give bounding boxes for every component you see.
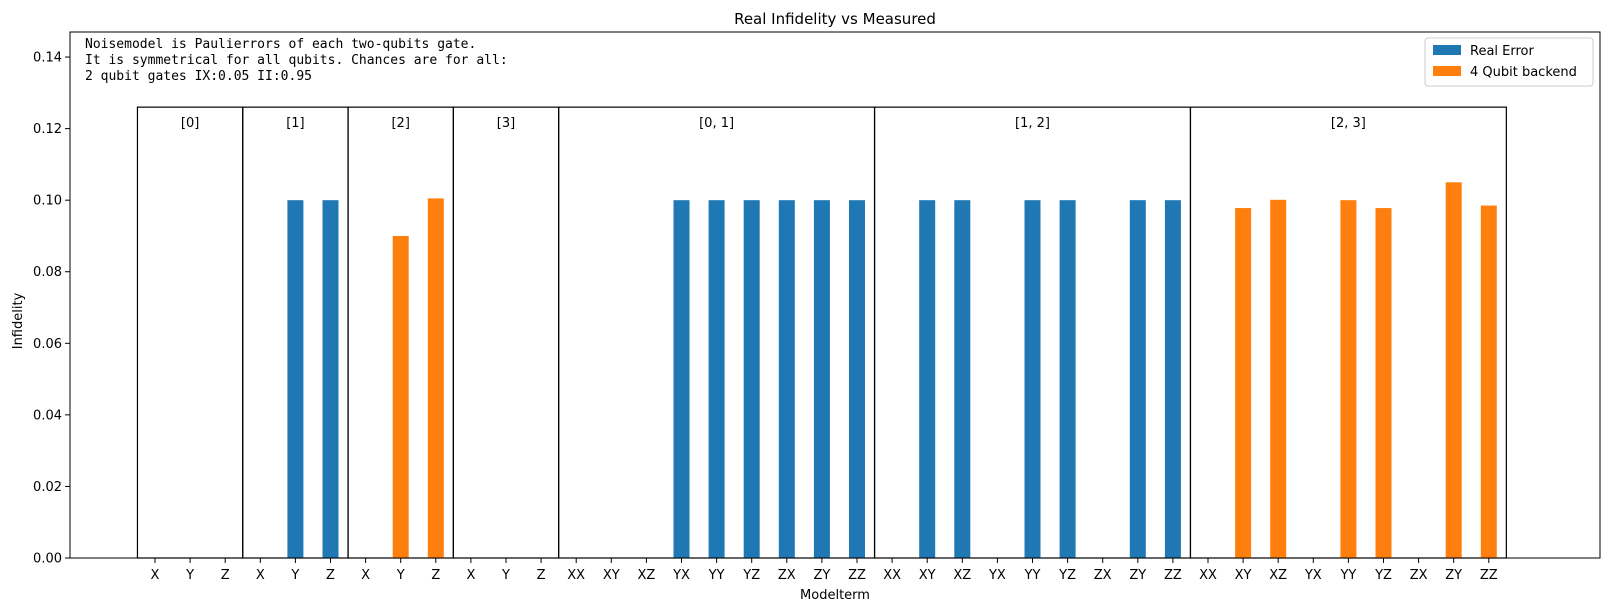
note-line-3: 2 qubit gates IX:0.05 II:0.95	[85, 69, 312, 84]
x-tick-label: ZZ	[1480, 568, 1498, 583]
bars	[287, 182, 1497, 559]
group-box	[136, 106, 244, 559]
x-tick-label: ZX	[778, 568, 796, 583]
x-tick-label: ZY	[1445, 568, 1462, 583]
x-tick-label: Y	[185, 568, 194, 583]
bar-real-error	[743, 200, 760, 558]
x-tick-label: X	[466, 568, 475, 583]
bar-real-error	[673, 200, 690, 558]
x-tick-label: Y	[290, 568, 299, 583]
x-tick-label: Z	[326, 568, 335, 583]
group-box	[452, 106, 560, 559]
y-tick-label: 0.00	[33, 552, 62, 567]
note-line-2: It is symmetrical for all qubits. Chance…	[85, 53, 508, 68]
x-tick-label: YZ	[742, 568, 760, 583]
x-tick-label: ZY	[1129, 568, 1146, 583]
legend-box	[1424, 37, 1594, 87]
bar-backend	[1235, 208, 1252, 558]
bar-real-error	[1164, 200, 1181, 558]
bar-backend	[1270, 199, 1287, 559]
bar-real-error	[322, 200, 339, 558]
bar-real-error	[919, 200, 936, 558]
y-tick-label: 0.12	[33, 122, 62, 137]
x-tick-label: ZX	[1094, 568, 1112, 583]
x-tick-label: XX	[567, 568, 585, 583]
note-line-1: Noisemodel is Paulierrors of each two-qu…	[85, 37, 476, 52]
x-tick-label: XY	[603, 568, 620, 583]
bar-real-error	[1059, 200, 1076, 558]
x-tick-label: X	[361, 568, 370, 583]
x-tick-label: YZ	[1058, 568, 1076, 583]
y-tick-label: 0.04	[33, 408, 62, 423]
bar-backend	[1375, 208, 1392, 558]
bar-real-error	[287, 200, 304, 558]
x-tick-label: X	[151, 568, 160, 583]
x-tick-label: Z	[537, 568, 546, 583]
group-label: [1, 2]	[1015, 116, 1050, 131]
x-tick-label: YY	[1339, 568, 1356, 583]
bar-backend	[1480, 205, 1497, 558]
x-tick-label: XZ	[1269, 568, 1287, 583]
legend: Real Error 4 Qubit backend	[1424, 37, 1594, 87]
chart-title: Real Infidelity vs Measured	[734, 10, 936, 28]
x-tick-label: XZ	[953, 568, 971, 583]
x-tick-label: YX	[1304, 568, 1322, 583]
bar-backend	[392, 235, 409, 559]
group-label: [1]	[286, 116, 304, 131]
y-axis: 0.00 0.02 0.04 0.06 0.08 0.10 0.12 0.14	[33, 51, 70, 567]
x-tick-label: XY	[1235, 568, 1252, 583]
x-tick-label: YX	[988, 568, 1006, 583]
y-tick-label: 0.06	[33, 337, 62, 352]
note-text: Noisemodel is Paulierrors of each two-qu…	[85, 37, 508, 84]
bar-backend	[1445, 182, 1462, 559]
x-tick-label: YZ	[1374, 568, 1392, 583]
x-tick-label: ZY	[813, 568, 830, 583]
x-tick-label: ZX	[1410, 568, 1428, 583]
x-tick-label: XX	[883, 568, 901, 583]
x-tick-label: Y	[501, 568, 510, 583]
bar-real-error	[954, 200, 971, 558]
y-axis-label: Infidelity	[11, 292, 26, 349]
x-tick-label: XZ	[637, 568, 655, 583]
x-tick-label: XX	[1199, 568, 1217, 583]
y-tick-label: 0.08	[33, 265, 62, 280]
x-tick-label: YY	[1024, 568, 1041, 583]
group-label: [2]	[391, 116, 409, 131]
legend-swatch-backend	[1433, 66, 1461, 76]
group-label: [3]	[497, 116, 515, 131]
y-tick-label: 0.14	[33, 51, 62, 66]
bar-real-error	[708, 200, 725, 558]
bar-real-error	[1129, 200, 1146, 558]
x-tick-label: ZZ	[848, 568, 866, 583]
legend-label-backend: 4 Qubit backend	[1470, 65, 1577, 80]
x-tick-label: YY	[708, 568, 725, 583]
x-tick-label: X	[256, 568, 265, 583]
x-tick-label: XY	[919, 568, 936, 583]
bar-real-error	[813, 200, 830, 558]
x-tick-label: Z	[431, 568, 440, 583]
x-tick-label: YX	[672, 568, 690, 583]
y-tick-label: 0.10	[33, 194, 62, 209]
y-tick-label: 0.02	[33, 480, 62, 495]
x-axis-label: Modelterm	[800, 588, 870, 603]
x-tick-label: Z	[221, 568, 230, 583]
group-label: [0]	[181, 116, 199, 131]
bar-backend	[427, 198, 444, 558]
x-tick-label: Y	[396, 568, 405, 583]
legend-label-real-error: Real Error	[1470, 44, 1535, 59]
bar-real-error	[1024, 200, 1041, 558]
bar-real-error	[778, 200, 795, 558]
group-label: [2, 3]	[1331, 116, 1366, 131]
legend-swatch-real-error	[1433, 45, 1461, 55]
bar-backend	[1340, 200, 1357, 558]
x-axis: X Y Z X Y Z X Y Z X Y Z XX XY XZ YX YY YZ ZX ZY ZZ XX XY XZ YX YY…	[151, 558, 1498, 583]
bar-real-error	[849, 200, 865, 558]
group-label: [0, 1]	[699, 116, 734, 131]
plot-frame	[69, 31, 1601, 559]
x-tick-label: ZZ	[1164, 568, 1182, 583]
